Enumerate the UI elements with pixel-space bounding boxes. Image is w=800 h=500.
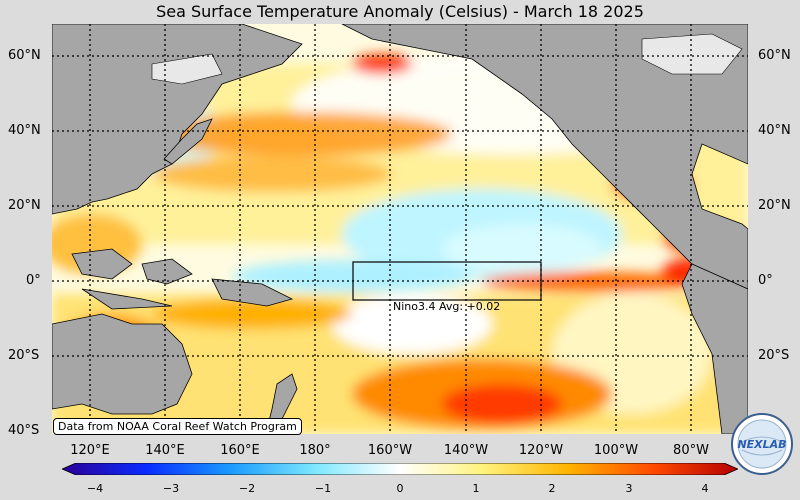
colorbar-tick: −4 — [86, 482, 104, 495]
lat-label-left: 20°N — [8, 198, 41, 213]
sst-anomaly-map — [52, 24, 748, 434]
lon-label: 180° — [299, 443, 331, 458]
logo-text: NEXLAB — [737, 438, 786, 451]
colorbar-tick: 0 — [396, 482, 404, 495]
south-america-land — [681, 263, 748, 434]
colorbar-tick: 3 — [625, 482, 633, 495]
graticule — [52, 24, 748, 434]
nexlab-logo: NEXLAB — [731, 413, 793, 475]
colorbar — [62, 463, 738, 475]
lat-label-left: 60°N — [8, 48, 41, 63]
land-masses — [52, 24, 748, 434]
data-credit: Data from NOAA Coral Reef Watch Program — [53, 418, 302, 435]
map-canvas — [52, 24, 748, 434]
lat-label-right: 20°S — [758, 348, 790, 363]
lon-label: 120°E — [70, 443, 110, 458]
lat-label-left: 40°N — [8, 123, 41, 138]
lon-label: 160°W — [367, 443, 413, 458]
colorbar-tick: 1 — [472, 482, 480, 495]
lon-label: 120°W — [518, 443, 564, 458]
colorbar-tick: 2 — [548, 482, 556, 495]
lat-label-right: 20°N — [758, 198, 791, 213]
lat-label-right: 60°N — [758, 48, 791, 63]
colorbar-tick: −1 — [314, 482, 332, 495]
lat-label-left: 20°S — [8, 348, 40, 363]
australia-land — [52, 313, 193, 415]
sea-ice — [151, 33, 743, 85]
lat-label-right: 0° — [758, 273, 773, 288]
lat-label-left: 40°S — [8, 423, 40, 438]
colorbar-tick: −2 — [238, 482, 256, 495]
nino34-box — [352, 261, 542, 301]
nino34-label: Nino3.4 Avg: +0.02 — [393, 300, 501, 313]
lon-label: 160°E — [220, 443, 260, 458]
colorbar-tick: 4 — [701, 482, 709, 495]
lon-label: 80°W — [673, 443, 709, 458]
lat-label-left: 0° — [26, 273, 41, 288]
colorbar-fill — [62, 463, 738, 475]
lon-label: 100°W — [593, 443, 639, 458]
map-title: Sea Surface Temperature Anomaly (Celsius… — [156, 2, 644, 21]
lat-label-right: 40°N — [758, 123, 791, 138]
lon-label: 140°E — [145, 443, 185, 458]
lon-label: 140°W — [443, 443, 489, 458]
colorbar-tick: −3 — [162, 482, 180, 495]
